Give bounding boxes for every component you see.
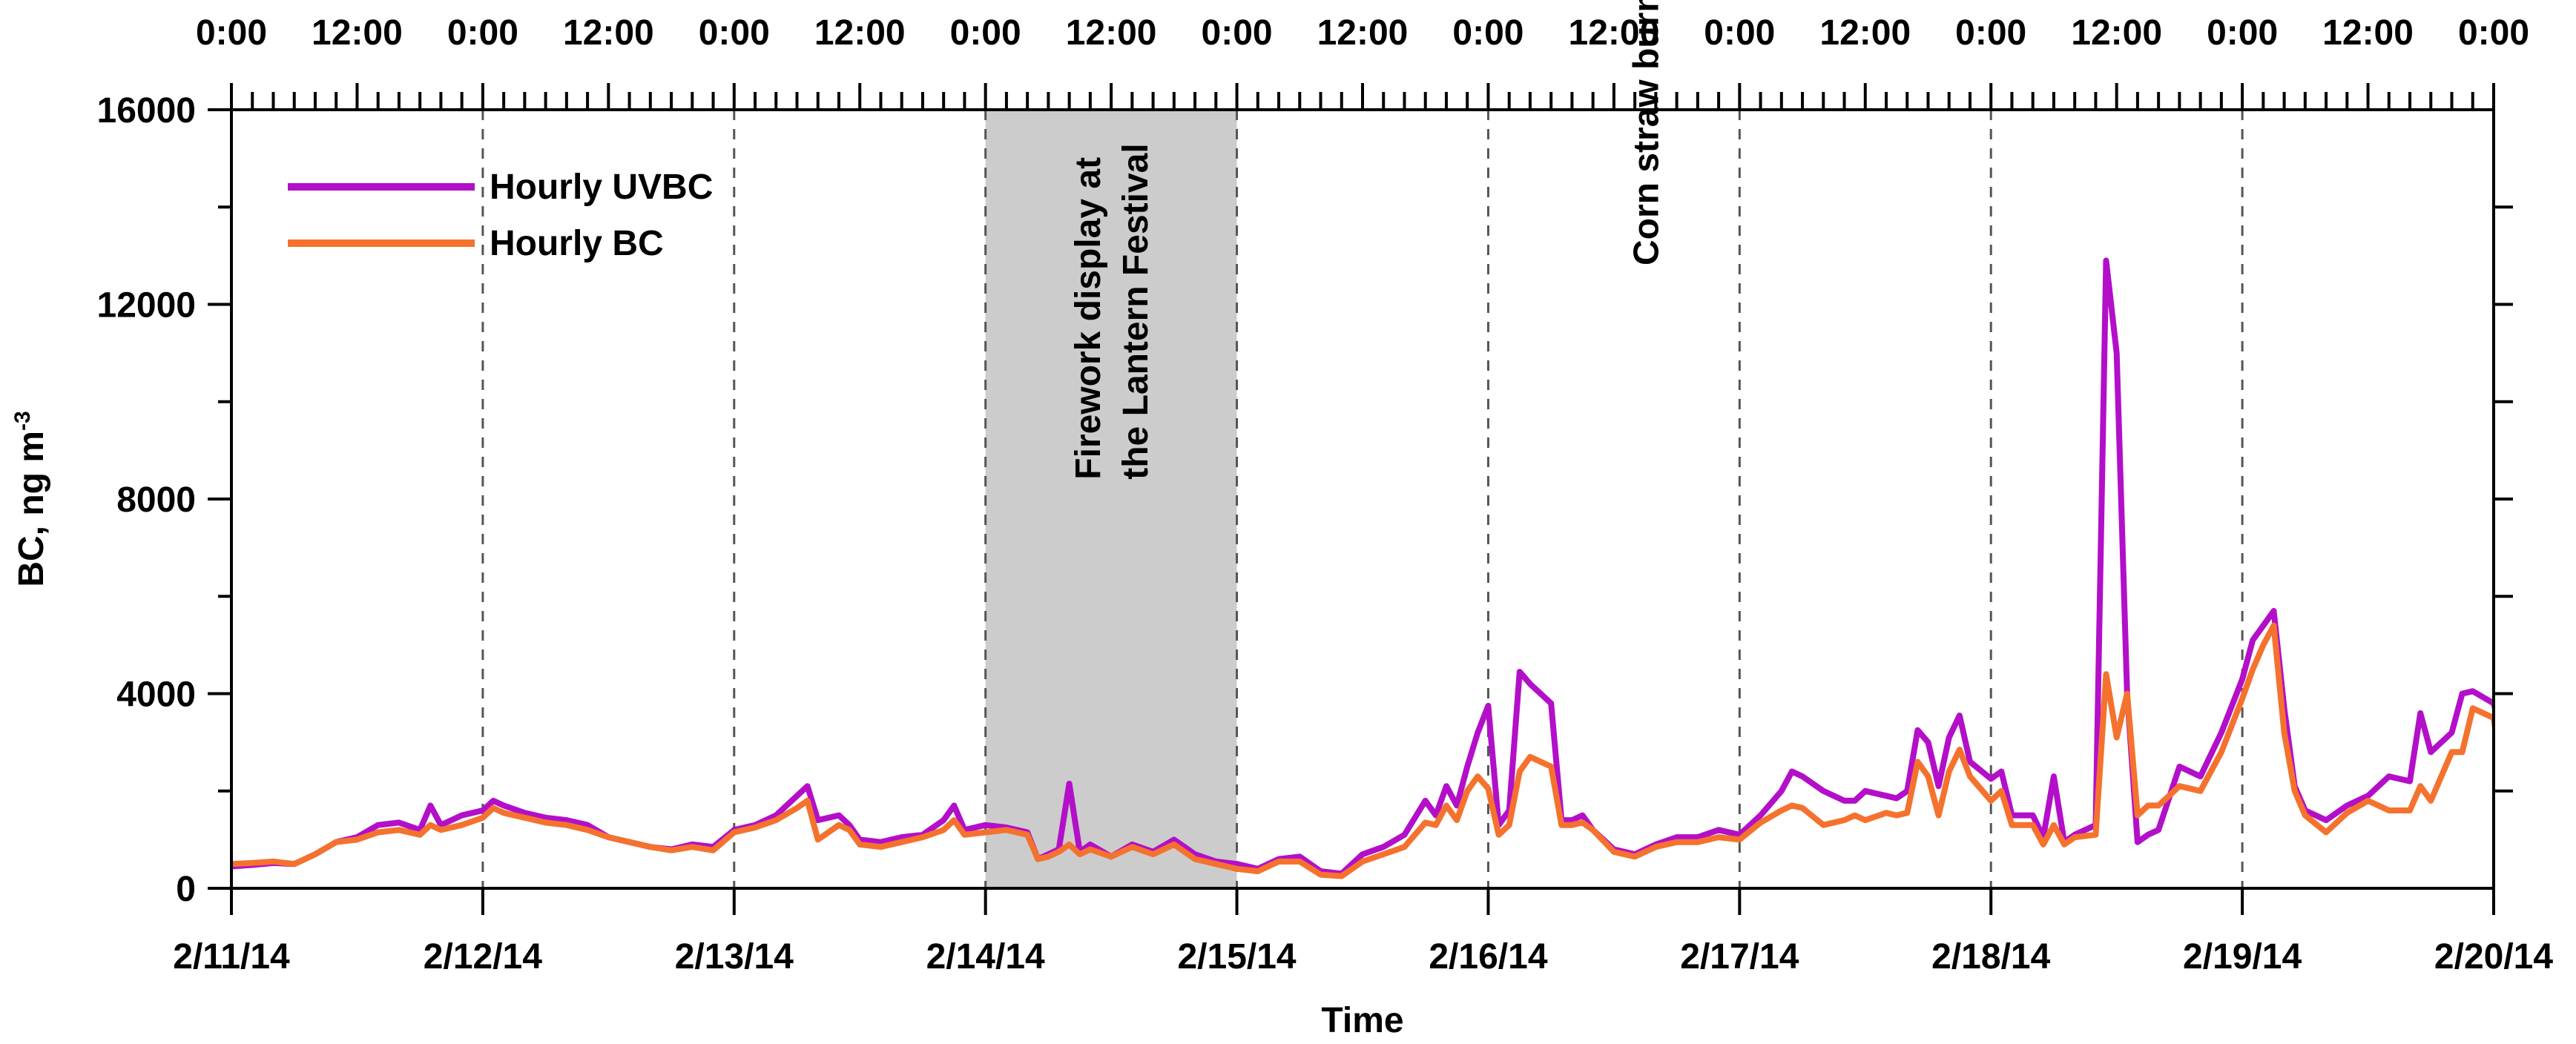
x-tick-label: 2/19/14 <box>2183 937 2302 977</box>
y-tick-label: 0 <box>176 870 196 909</box>
x-tick-label: 2/13/14 <box>675 937 794 977</box>
legend: Hourly UVBC Hourly BC <box>288 168 713 263</box>
x-tick-label: 2/12/14 <box>424 937 542 977</box>
plot-clip-group <box>231 257 2494 879</box>
corn-straw-annotation: Corn straw burning <box>1627 0 1666 265</box>
x-axis-title: Time <box>1321 1001 1403 1040</box>
x-tick-label: 2/11/14 <box>173 937 290 977</box>
day-gridlines <box>481 110 2244 888</box>
top-tick-label: 0:00 <box>1704 13 1775 53</box>
series-line-uvbc <box>231 257 2494 877</box>
x-tick-label: 2/16/14 <box>1429 937 1547 977</box>
top-tick-label: 12:00 <box>2071 13 2162 53</box>
y-tick-label: 8000 <box>116 480 196 520</box>
y-axis-title-main: BC, ng m <box>12 431 51 587</box>
top-tick-label: 0:00 <box>196 13 267 53</box>
top-tick-label: 12:00 <box>563 13 654 53</box>
firework-annotation: Firework display at the Lantern Festival <box>1069 143 1156 479</box>
annotations: Firework display at the Lantern Festival C… <box>1069 0 1666 480</box>
top-tick-label: 0:00 <box>1955 13 2026 53</box>
top-axis: 0:00 12:00 0:00 12:00 0:00 12:00 0:00 12:00 0:00… <box>196 13 2529 110</box>
lantern-festival-shaded-region <box>985 110 1237 888</box>
x-tick-label: 2/18/14 <box>1931 937 2050 977</box>
left-axis: 0 4000 8000 12000 16000 <box>97 91 231 909</box>
x-tick-label: 2/15/14 <box>1177 937 1296 977</box>
top-tick-label: 0:00 <box>950 13 1021 53</box>
legend-label-bc: Hourly BC <box>490 224 664 263</box>
top-tick-label: 0:00 <box>1202 13 1273 53</box>
annotation-line: the Lantern Festival <box>1116 143 1156 479</box>
top-tick-label: 0:00 <box>699 13 770 53</box>
top-tick-label: 12:00 <box>2322 13 2414 53</box>
y-axis-title-superscript: -3 <box>10 411 35 431</box>
top-tick-label: 12:00 <box>312 13 403 53</box>
annotation-line: Firework display at <box>1069 157 1108 480</box>
top-tick-label: 12:00 <box>1317 13 1409 53</box>
x-tick-label: 2/14/14 <box>926 937 1045 977</box>
top-tick-label: 12:00 <box>1819 13 1911 53</box>
top-tick-label: 0:00 <box>1452 13 1523 53</box>
legend-label-uvbc: Hourly UVBC <box>490 168 713 207</box>
top-tick-label: 0:00 <box>2207 13 2278 53</box>
y-tick-label: 12000 <box>97 286 196 326</box>
top-tick-label: 12:00 <box>1066 13 1157 53</box>
y-axis-title: BC, ng m-3 <box>10 411 51 587</box>
top-tick-label: 12:00 <box>814 13 906 53</box>
top-tick-label: 0:00 <box>2458 13 2529 53</box>
series-line-bc <box>231 622 2494 879</box>
x-tick-label: 2/17/14 <box>1680 937 1799 977</box>
top-tick-label: 0:00 <box>447 13 518 53</box>
shaded-region-group <box>985 110 1237 888</box>
bottom-axis: 2/11/14 2/12/14 2/13/14 2/14/14 2/15/14 2/16/… <box>173 888 2553 977</box>
right-axis <box>2494 205 2513 793</box>
y-tick-label: 4000 <box>116 675 196 715</box>
annotation-line: Corn straw burning <box>1627 0 1666 265</box>
y-tick-label: 16000 <box>97 91 196 130</box>
top-tick-label: 12:00 <box>1569 13 1660 53</box>
x-tick-label: 2/20/14 <box>2434 937 2553 977</box>
